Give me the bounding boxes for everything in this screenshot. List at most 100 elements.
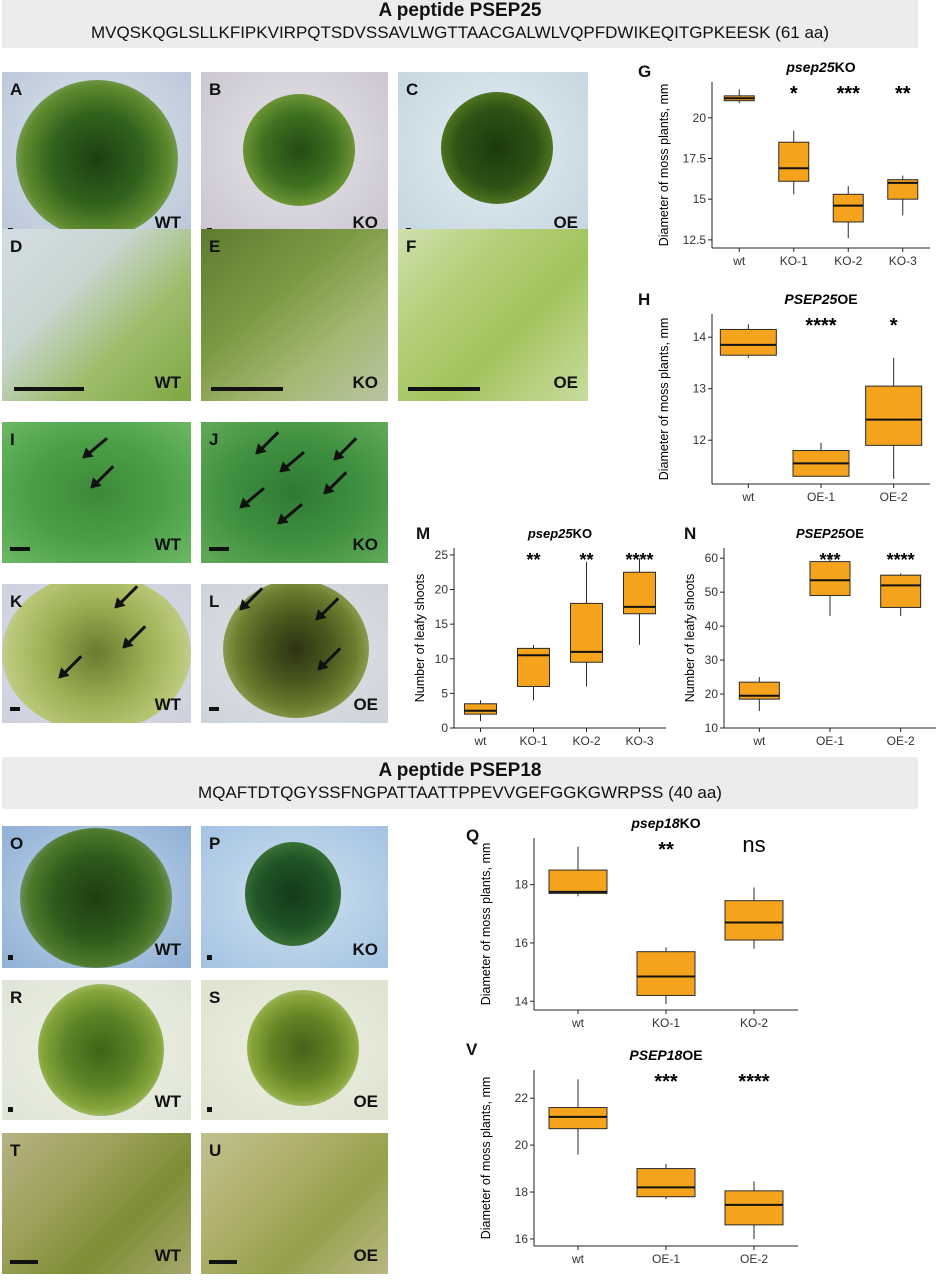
chart-m-box [517,647,550,687]
photo-panel-s: S OE [201,980,388,1120]
chart-g-y-tick-label: 17.5 [683,151,707,165]
chart-m-container: M psep25KO 0 5 10 15 20 25 Number of leafy shoo… [412,520,674,756]
genotype-label-l: OE [353,695,378,714]
scale-bar-j [209,547,229,551]
photo-panel-u: U OE [201,1133,388,1274]
genotype-label-i: WT [154,535,181,554]
panel-label-p: P [209,834,221,853]
chart-n-y-tick-label: 60 [705,551,719,565]
chart-g-y-tick-label: 20 [693,111,707,125]
chart-n-title-suffix: OE [845,526,864,541]
chart-n-x-tick-label: OE-1 [816,734,844,748]
scale-bar-u [209,1260,237,1264]
scale-bar-e [211,387,283,391]
photo-panel-e: E KO [201,229,388,401]
chart-m-y-axis-label: Number of leafy shoots [413,574,427,703]
panel-label-b: B [209,80,222,99]
photo-panel-a: A WT [2,72,191,241]
chart-m-title-suffix: KO [573,526,593,541]
scale-bar-f [408,387,480,391]
chart-n-panel-letter: N [684,524,697,543]
chart-n-title-gene: PSEP25 [796,526,846,541]
psep18-header: A peptide PSEP18 MQAFTDTQGYSSFNGPATTAATT… [2,757,918,809]
chart-v-x-tick-label: wt [571,1252,585,1266]
genotype-label-o: WT [154,940,181,959]
chart-g-x-tick-label: KO-1 [780,254,808,268]
arrow-j-5 [323,471,348,495]
panel-label-c: C [406,80,419,99]
chart-q-y-axis-label: Diameter of moss plants, mm [479,843,493,1006]
chart-m-y-tick-label: 10 [435,652,449,666]
chart-m-significance-label: **** [625,550,653,570]
chart-n-y-tick-label: 30 [705,653,719,667]
chart-m-significance-label: ** [579,550,593,570]
chart-q-y-tick-label: 16 [515,936,529,950]
photo-panel-l: L OE [201,584,388,723]
chart-n: PSEP25OE 10 20 30 40 50 60 Number of leafy shoo… [683,526,936,748]
chart-m-y-tick-label: 20 [435,583,449,597]
panel-label-l: L [209,592,220,611]
chart-m-y-tick-label: 5 [441,686,448,700]
photo-panel-t: T WT [2,1133,191,1274]
panel-label-j: J [209,430,219,449]
photo-panel-c: C OE [398,72,588,241]
arrow-j-3 [333,437,358,461]
chart-h-title-suffix: OE [837,291,857,307]
chart-q-title-gene: psep18 [630,815,679,831]
chart-q-x-tick-label: KO-2 [740,1016,768,1030]
chart-g-significance-label: ** [895,83,911,105]
chart-g-container: G psep25KO 12.5 15 17.5 20 Diameter of moss p… [634,56,944,276]
photo-panel-i: I WT [2,422,191,563]
chart-m-x-tick-label: KO-1 [519,734,547,748]
genotype-label-e: KO [352,373,379,392]
chart-m-x-tick-label: wt [474,734,488,748]
chart-m-title-gene: psep25 [527,526,574,541]
panel-label-u: U [209,1141,222,1160]
panel-label-i: I [10,430,15,449]
psep18-title: A peptide PSEP18 [378,760,542,781]
chart-h-title-gene: PSEP25 [784,291,837,307]
scale-bar-l [209,707,219,711]
chart-n-y-axis-label: Number of leafy shoots [683,574,697,703]
photo-panel-r: R WT [2,980,191,1120]
chart-q-box [724,900,784,941]
panel-label-s: S [209,988,221,1007]
scale-bar-r [8,1107,13,1112]
chart-m-y-tick-label: 0 [441,721,448,735]
chart-g-x-tick-label: wt [732,254,746,268]
chart-h-y-axis-label: Diameter of moss plants, mm [657,318,671,481]
chart-n-title: PSEP25OE [796,526,864,541]
chart-h-y-tick-label: 12 [693,433,707,447]
genotype-label-c: OE [553,213,578,232]
photo-panel-j: J KO [201,422,388,563]
psep25-title: A peptide PSEP25 [378,0,542,21]
chart-v: PSEP18OE 16 18 20 22 Diameter of moss plants,… [479,1047,798,1266]
genotype-label-b: KO [352,213,379,232]
psep25-header: A peptide PSEP25 MVQSKQGLSLLKFIPKVIRPQTS… [2,0,918,48]
psep18-sequence: MQAFTDTQGYSSFNGPATTAATTPPEVVGEFGGKGWRPSS… [198,783,722,802]
chart-v-y-tick-label: 18 [515,1185,529,1199]
chart-q-title: psep18KO [630,815,700,831]
arrow-i-2 [90,465,115,489]
panel-label-a: A [10,80,23,99]
chart-h-x-tick-label: OE-1 [807,490,835,504]
chart-q-box [636,951,696,996]
chart-v-title-gene: PSEP18 [629,1047,682,1063]
chart-v-x-tick-label: OE-2 [740,1252,768,1266]
arrow-j-1 [255,431,280,455]
chart-n-y-tick-label: 10 [705,721,719,735]
chart-m-x-tick-label: KO-2 [572,734,600,748]
chart-g-panel-letter: G [638,62,652,81]
scale-bar-d [14,387,84,391]
chart-g: psep25KO 12.5 15 17.5 20 Diameter of moss pla… [657,59,930,268]
scale-bar-p [207,955,212,960]
chart-n-x-tick-label: OE-2 [887,734,915,748]
chart-g-significance-label: *** [837,83,861,105]
chart-q-container: Q psep18KO 14 16 18 Diameter of moss plants,… [462,812,802,1044]
chart-v-y-axis-label: Diameter of moss plants, mm [479,1077,493,1240]
chart-v-y-tick-label: 20 [515,1138,529,1152]
chart-n-container: N PSEP25OE 10 20 30 40 50 60 Number of leafy sh… [680,520,944,756]
chart-m-y-tick-label: 15 [435,617,449,631]
arrow-j-2 [280,451,305,473]
photo-panel-k: K WT [2,584,191,723]
